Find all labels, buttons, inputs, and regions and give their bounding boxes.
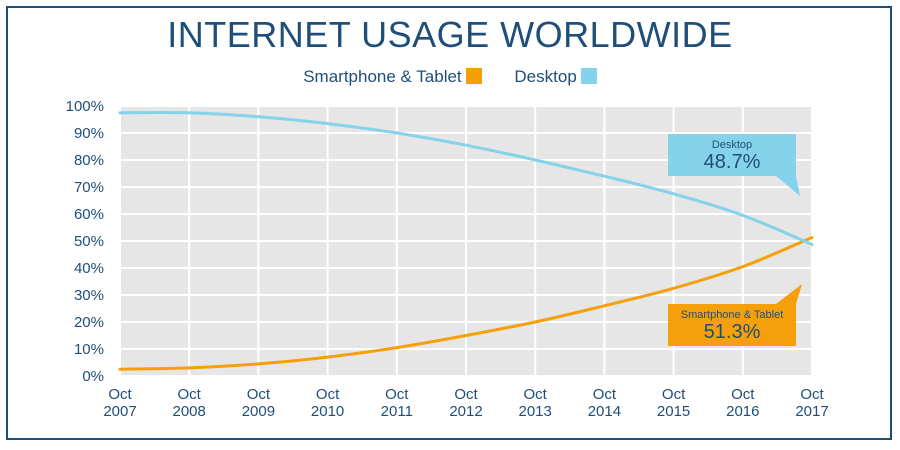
x-tick-label-line: Oct: [247, 386, 271, 403]
x-tick-label-line: 2009: [242, 403, 275, 420]
x-tick-label-line: 2012: [449, 403, 482, 420]
y-tick-label: 40%: [74, 260, 104, 277]
x-tick-label-line: Oct: [800, 386, 824, 403]
series-line-smartphone: [118, 236, 814, 371]
chart-title: INTERNET USAGE WORLDWIDE: [167, 14, 733, 55]
legend-swatch-smartphone: [465, 67, 482, 84]
x-tick-label-line: Oct: [593, 386, 617, 403]
legend-item-desktop: Desktop: [514, 66, 597, 87]
smartphone-callout-pointer: [776, 284, 802, 304]
x-tick-label-line: Oct: [454, 386, 478, 403]
y-tick-label: 0%: [82, 368, 104, 385]
desktop-callout-label: Desktop: [712, 139, 752, 151]
x-tick-label: Oct 2011: [381, 386, 413, 420]
x-tick-label-line: Oct: [662, 386, 686, 403]
x-tick-label-line: Oct: [178, 386, 202, 403]
y-tick-label: 30%: [74, 287, 104, 304]
x-tick-label: Oct 2010: [311, 386, 344, 420]
x-tick-label: Oct 2016: [726, 386, 759, 420]
x-tick-label-line: 2015: [657, 403, 690, 420]
y-tick-label: 80%: [74, 152, 104, 169]
x-tick-label: Oct 2012: [449, 386, 482, 420]
series-line-desktop: [118, 110, 814, 246]
legend-swatch-desktop: [580, 67, 597, 84]
x-tick-label-line: Oct: [108, 386, 132, 403]
x-tick-label-line: 2008: [173, 403, 206, 420]
legend-label-desktop: Desktop: [514, 66, 577, 86]
x-tick-label-line: Oct: [731, 386, 755, 403]
x-tick-label: Oct 2007: [103, 386, 136, 420]
x-tick-label-line: 2017: [795, 403, 828, 420]
smartphone-callout-value: 51.3%: [704, 321, 761, 343]
y-tick-label: 90%: [74, 125, 104, 142]
desktop-callout-box: [668, 134, 796, 176]
y-tick-label: 100%: [66, 98, 104, 115]
x-tick-label: Oct 2013: [519, 386, 552, 420]
x-tick-label-line: Oct: [524, 386, 548, 403]
x-tick-label-line: Oct: [385, 386, 409, 403]
y-tick-label: 50%: [74, 233, 104, 250]
smartphone-callout-label: Smartphone & Tablet: [681, 309, 784, 321]
desktop-callout-value: 48.7%: [704, 151, 761, 173]
smartphone-callout-box: [668, 304, 796, 346]
x-tick-label-line: 2014: [588, 403, 621, 420]
x-tick-label-line: 2010: [311, 403, 344, 420]
x-tick-label-line: 2013: [519, 403, 552, 420]
legend: Smartphone & Tablet Desktop: [0, 66, 900, 87]
x-tick-label: Oct 2009: [242, 386, 275, 420]
y-tick-label: 10%: [74, 341, 104, 358]
y-tick-label: 70%: [74, 179, 104, 196]
x-tick-label-line: Oct: [316, 386, 340, 403]
x-tick-label: Oct 2014: [588, 386, 621, 420]
x-tick-label: Oct 2008: [173, 386, 206, 420]
y-tick-label: 60%: [74, 206, 104, 223]
x-tick-label-line: 2011: [381, 403, 413, 420]
y-tick-label: 20%: [74, 314, 104, 331]
desktop-callout-pointer: [776, 176, 800, 196]
legend-item-smartphone: Smartphone & Tablet: [303, 66, 482, 87]
x-tick-label: Oct 2017: [795, 386, 828, 420]
legend-label-smartphone: Smartphone & Tablet: [303, 66, 462, 86]
x-tick-label-line: 2016: [726, 403, 759, 420]
x-tick-label-line: 2007: [103, 403, 136, 420]
x-tick-label: Oct 2015: [657, 386, 690, 420]
